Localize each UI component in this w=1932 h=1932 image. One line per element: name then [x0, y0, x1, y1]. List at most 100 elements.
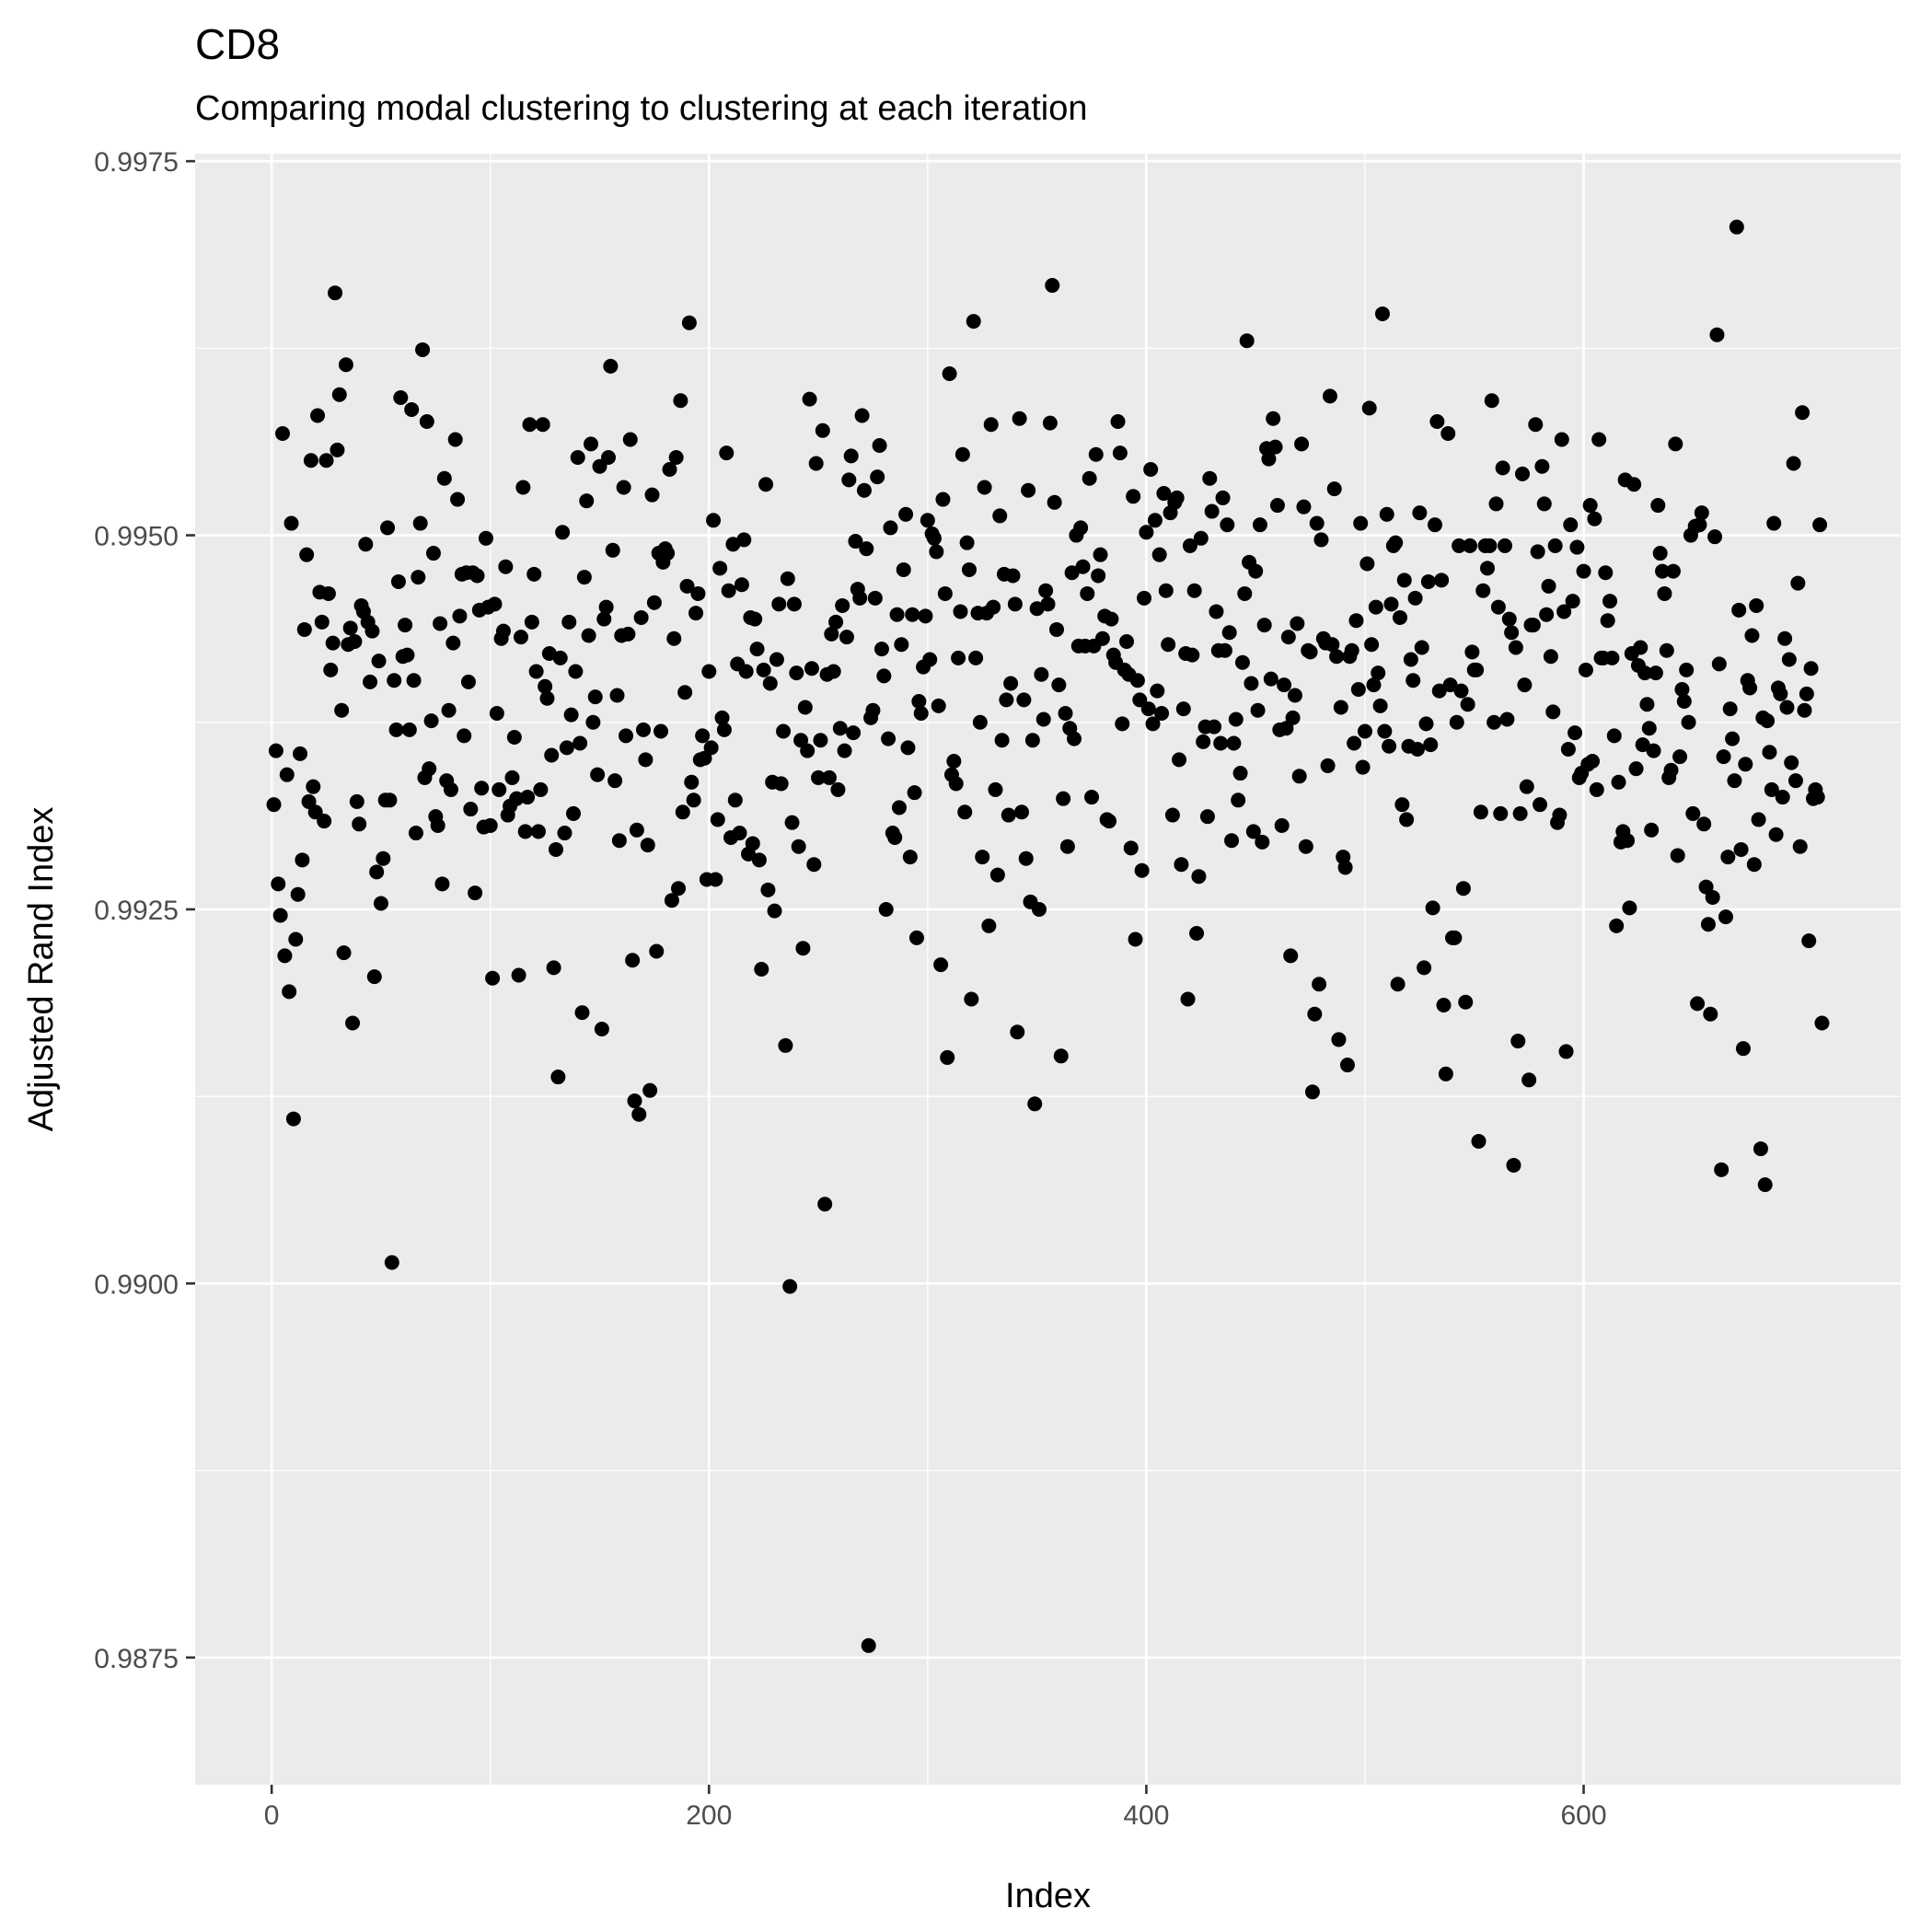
data-point: [1742, 680, 1758, 696]
data-point: [331, 387, 347, 402]
data-point: [636, 722, 652, 737]
data-point: [1568, 725, 1583, 741]
data-point: [1322, 388, 1337, 404]
data-point: [1175, 701, 1191, 717]
data-point: [1547, 538, 1563, 553]
data-point: [1797, 702, 1812, 718]
data-point: [706, 513, 722, 528]
data-point: [675, 804, 690, 820]
data-point: [1320, 758, 1336, 773]
data-point: [411, 570, 426, 585]
data-point: [1350, 681, 1366, 697]
data-point: [1189, 925, 1205, 941]
data-point: [1366, 677, 1382, 693]
data-point: [590, 767, 606, 782]
data-point: [664, 893, 679, 908]
data-point: [373, 896, 388, 911]
data-point: [1552, 807, 1568, 823]
data-point: [1464, 644, 1480, 660]
data-point: [544, 747, 560, 763]
data-point: [349, 793, 364, 809]
data-point: [654, 723, 669, 739]
data-point: [1679, 662, 1695, 677]
data-point: [1779, 700, 1795, 715]
data-point: [1278, 721, 1294, 736]
data-point: [1013, 804, 1029, 820]
data-point: [1123, 840, 1139, 856]
data-point: [992, 508, 1008, 524]
data-point: [736, 532, 752, 548]
data-point: [388, 722, 404, 737]
data-point: [684, 774, 700, 790]
data-point: [873, 642, 889, 657]
data-point: [515, 480, 531, 495]
data-point: [1786, 456, 1801, 471]
data-point: [323, 662, 339, 677]
data-point: [1460, 697, 1475, 712]
data-point: [568, 664, 584, 679]
data-point: [406, 673, 422, 688]
data-point: [1775, 790, 1790, 805]
data-point: [802, 391, 817, 407]
data-point: [1392, 609, 1407, 625]
data-point: [275, 426, 291, 442]
data-point: [1510, 1034, 1526, 1049]
data-point: [1696, 816, 1712, 832]
data-point: [1239, 333, 1255, 349]
data-point: [548, 841, 563, 857]
data-point: [1027, 1096, 1043, 1112]
data-point: [1285, 710, 1301, 725]
y-tick-label: 0.9950: [94, 522, 179, 552]
data-point: [1084, 790, 1100, 805]
chart-title: CD8: [195, 20, 280, 68]
data-point: [671, 881, 687, 897]
data-point: [894, 637, 909, 653]
data-point: [301, 793, 317, 809]
data-point: [793, 733, 809, 748]
data-point: [1440, 426, 1456, 442]
data-point: [1764, 781, 1779, 797]
data-point: [600, 450, 616, 466]
data-point: [347, 633, 363, 649]
data-point: [285, 1111, 301, 1127]
data-point: [1650, 498, 1666, 514]
data-point: [1126, 489, 1141, 504]
data-point: [620, 626, 636, 642]
data-point: [279, 767, 295, 782]
data-point: [1600, 613, 1615, 629]
data-point: [1418, 716, 1434, 732]
data-point: [1720, 850, 1736, 865]
data-point: [457, 728, 472, 744]
data-point: [1431, 683, 1447, 699]
data-point: [780, 571, 795, 586]
data-point: [1277, 677, 1292, 693]
data-point: [769, 652, 784, 667]
data-point: [926, 530, 942, 546]
data-point: [815, 422, 830, 438]
data-point: [283, 515, 299, 531]
x-axis-title: Index: [1005, 1877, 1091, 1915]
data-point: [1359, 556, 1375, 572]
data-point: [1145, 716, 1161, 732]
data-point: [896, 561, 911, 577]
data-point: [422, 761, 437, 777]
data-point: [559, 740, 574, 756]
data-point: [646, 595, 662, 610]
data-point: [1134, 862, 1150, 878]
data-point: [1059, 839, 1075, 854]
data-point: [1232, 766, 1248, 781]
data-point: [800, 743, 816, 758]
data-point: [922, 652, 938, 667]
data-point: [681, 315, 697, 330]
data-point: [583, 436, 598, 452]
data-point: [716, 722, 732, 737]
data-point: [538, 678, 553, 694]
data-point: [1256, 618, 1272, 633]
y-axis-title: Adjusted Rand Index: [22, 807, 61, 1132]
data-point: [1587, 511, 1602, 526]
x-tick-label: 0: [264, 1800, 280, 1831]
data-point: [1744, 628, 1760, 643]
data-point: [1766, 515, 1782, 531]
data-point: [546, 960, 561, 976]
data-point: [423, 713, 439, 729]
